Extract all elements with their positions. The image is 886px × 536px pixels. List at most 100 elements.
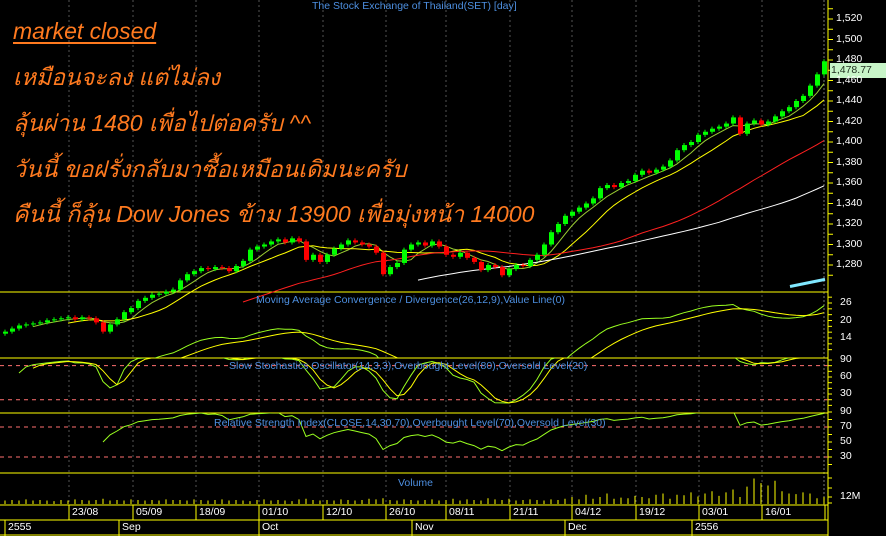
date-label: 08/11 [449, 506, 475, 518]
candle-body [206, 268, 211, 270]
candle-body [227, 268, 232, 272]
date-label: 23/08 [72, 506, 99, 518]
moving-average-line [417, 185, 825, 281]
candle-body [507, 269, 512, 276]
candle-body [402, 249, 407, 263]
candle-body [381, 252, 386, 275]
date-label: 19/12 [639, 506, 666, 518]
price-axis-label: 1,420 [836, 114, 863, 127]
month-label: Sep [122, 521, 141, 533]
candle-body [801, 95, 806, 101]
candle-body [283, 239, 288, 243]
stochastic-axis-label: 60 [840, 370, 852, 382]
annotation-line-2: ลุ้นผ่าน 1480 เพื่อไปต่อครับ ^^ [13, 110, 311, 136]
date-label: 04/12 [575, 506, 602, 518]
rsi-axis-label: 30 [840, 450, 852, 462]
candle-body [808, 85, 813, 96]
price-axis-label: 1,340 [836, 196, 863, 209]
candle-body [500, 267, 505, 276]
macd-axis-label: 14 [840, 331, 852, 343]
candle-body [633, 174, 638, 181]
candle-body [437, 241, 442, 247]
candle-body [3, 331, 8, 334]
candle-body [654, 169, 659, 173]
candle-body [472, 257, 477, 262]
candle-body [129, 308, 134, 313]
date-label: 21/11 [513, 506, 539, 518]
candle-body [766, 121, 771, 125]
candle-body [31, 323, 36, 325]
candle-body [80, 317, 85, 320]
candle-body [234, 266, 239, 272]
candle-body [542, 244, 547, 255]
volume-panel-title: Volume [398, 477, 434, 489]
candle-body [416, 242, 421, 245]
candle-body [780, 111, 785, 117]
candle-body [738, 117, 743, 134]
candle-body [45, 320, 50, 323]
annotation-line-1: เหมือนจะลง แต่ไม่ลง [13, 64, 221, 90]
candle-body [325, 254, 330, 262]
annotation-line-4: คืนนี้ ก็ลุ้น Dow Jones ข้าม 13900 เพื่อ… [13, 201, 535, 227]
candle-body [241, 260, 246, 267]
month-label: 2556 [695, 521, 719, 533]
candle-body [332, 248, 337, 255]
candle-body [409, 244, 414, 250]
month-label: 2555 [8, 521, 32, 533]
candle-body [38, 322, 43, 324]
candle-body [493, 265, 498, 268]
price-axis-label: 1,520 [836, 12, 863, 24]
candle-body [745, 123, 750, 134]
candle-body [423, 242, 428, 246]
candle-body [24, 324, 29, 326]
price-axis-label: 1,320 [836, 217, 863, 229]
stochastic-panel-title: Slow Stochastics Oscillator(14,3,3),Over… [229, 360, 588, 372]
candle-body [605, 185, 610, 189]
month-label: Dec [568, 521, 587, 533]
stochastic-d-line [32, 358, 808, 404]
candle-body [17, 325, 22, 329]
date-label: 01/10 [262, 506, 289, 518]
candle-body [696, 134, 701, 142]
price-axis-label: 1,480 [836, 53, 863, 65]
volume-axis-label: 12M [840, 490, 861, 503]
candle-body [626, 180, 631, 183]
candle-body [703, 131, 708, 135]
candle-body [675, 150, 680, 161]
long-moving-average-line [789, 277, 826, 288]
price-axis-label: 1,500 [836, 32, 863, 45]
candle-body [465, 252, 470, 258]
candle-body [759, 120, 764, 125]
candle-body [94, 318, 99, 323]
candle-body [451, 254, 456, 257]
candle-body [563, 215, 568, 224]
price-axis-label: 1,280 [836, 258, 863, 270]
candle-body [143, 297, 148, 301]
candle-body [430, 241, 435, 246]
candle-body [549, 232, 554, 245]
candle-body [108, 324, 113, 332]
candle-body [570, 211, 575, 216]
candle-body [311, 254, 316, 260]
stochastic-k-line [18, 358, 804, 404]
candle-body [290, 238, 295, 243]
candle-body [276, 239, 281, 242]
macd-axis-label: 26 [840, 296, 852, 308]
date-label: 18/09 [199, 506, 226, 518]
candle-body [136, 300, 141, 309]
candle-body [787, 107, 792, 112]
candle-body [773, 116, 778, 122]
candle-body [73, 317, 78, 320]
candle-body [598, 188, 603, 199]
rsi-axis-label: 70 [840, 420, 852, 432]
candle-body [612, 185, 617, 188]
month-label: Oct [262, 521, 279, 533]
rsi-axis-label: 50 [840, 435, 852, 447]
candle-body [199, 268, 204, 272]
candle-body [458, 252, 463, 257]
price-axis-label: 1,460 [836, 73, 863, 86]
annotation-line-3: วันนี้ ขอฝรั่งกลับมาซื้อเหมือนเดิมนะครับ [13, 156, 407, 182]
candle-body [262, 244, 267, 247]
